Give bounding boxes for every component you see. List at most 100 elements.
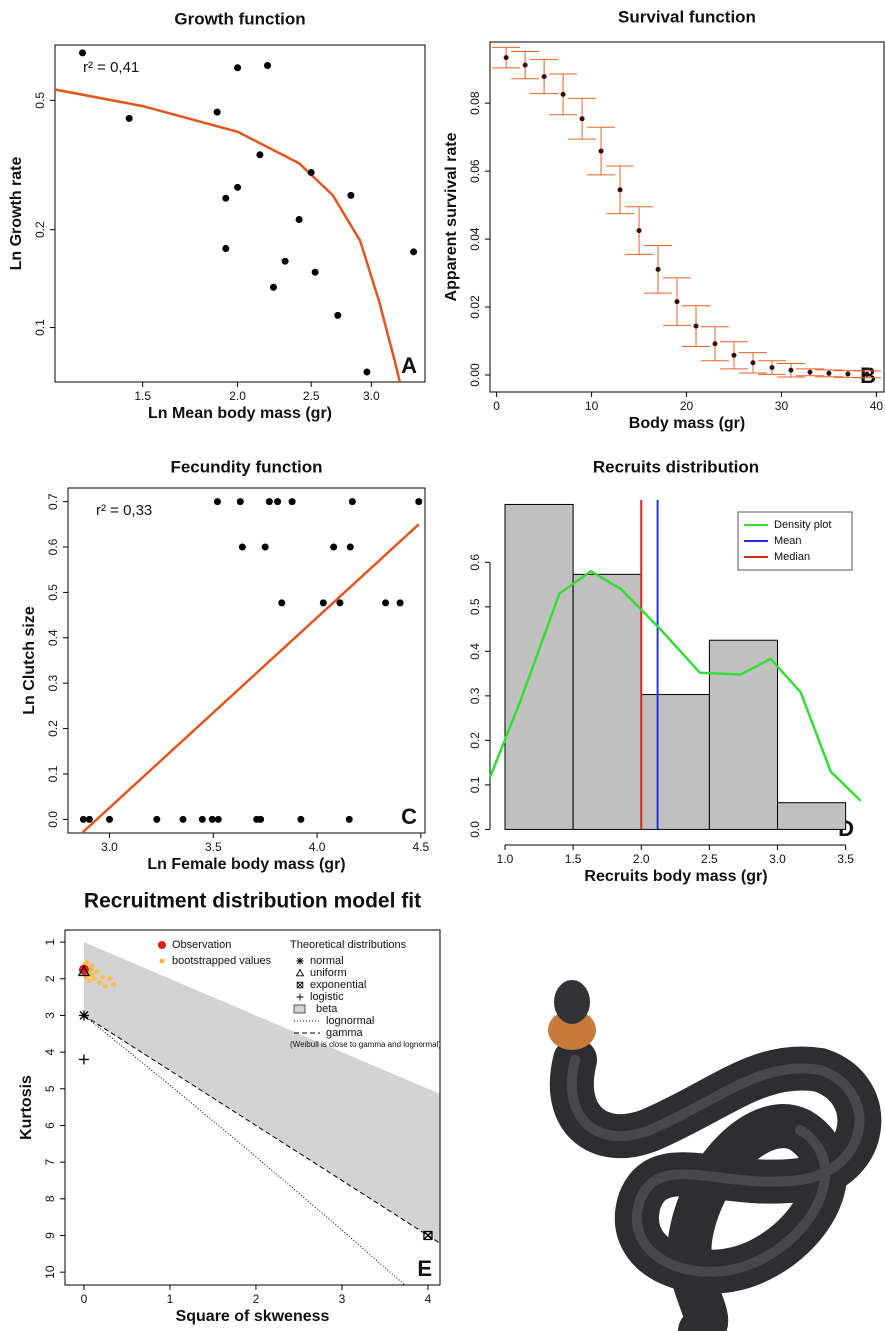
x-tick-label: 0: [81, 1292, 88, 1306]
x-tick-label: 4.0: [309, 840, 326, 854]
y-tick-label: 5: [43, 1085, 57, 1092]
y-tick-label: 1: [43, 938, 57, 945]
point: [693, 323, 699, 329]
y-tick-label: 0.5: [468, 598, 482, 615]
point: [307, 168, 315, 176]
y-tick-label: 3: [43, 1012, 57, 1019]
y-tick-label: 7: [43, 1158, 57, 1165]
x-tick-label: 0: [493, 399, 500, 413]
point: [274, 498, 282, 506]
legend-label: gamma: [326, 1027, 364, 1039]
legend-label: exponential: [310, 979, 366, 991]
lognormal-line: [83, 1015, 406, 1286]
legend-swatch: [293, 1004, 306, 1014]
gamma-line: [83, 1014, 441, 1244]
bootstrap-point: [94, 968, 100, 974]
point: [125, 114, 133, 122]
symbol: [295, 968, 305, 977]
x-tick-label: 3.0: [769, 852, 786, 866]
y-tick-label: 0.0: [468, 821, 482, 838]
legend-label: uniform: [310, 967, 347, 979]
y-axis-label: Kurtosis: [18, 1075, 35, 1140]
point: [281, 257, 289, 265]
point: [348, 498, 356, 506]
x-tick-label: 1.0: [497, 852, 514, 866]
symbol: [296, 993, 304, 1001]
y-tick-label: 0.4: [468, 643, 482, 660]
x-tick-label: 2.0: [229, 389, 246, 403]
bar: [708, 639, 779, 830]
x-tick-label: 3.5: [837, 852, 854, 866]
point: [106, 815, 114, 823]
y-tick-label: 0.00: [468, 363, 482, 387]
symbol: [78, 1010, 89, 1021]
point: [234, 183, 242, 191]
chart-title: Recruits distribution: [593, 457, 759, 476]
point: [288, 498, 296, 506]
x-tick-label: 20: [680, 399, 694, 413]
legend-label: Observation: [172, 939, 231, 951]
legend-label: logistic: [310, 991, 344, 1003]
bar: [777, 802, 847, 830]
snake-photo: [548, 980, 882, 1331]
fit-line: [54, 88, 402, 383]
chart-title: Recruitment distribution model fit: [84, 890, 421, 913]
point: [236, 498, 244, 506]
bootstrap-point: [100, 974, 106, 980]
y-axis-label: Apparent survival rate: [443, 132, 460, 301]
y-tick-label: 0.6: [468, 554, 482, 571]
bootstrap-point: [91, 976, 97, 982]
bootstrap-point: [102, 983, 108, 989]
symbol: [296, 981, 304, 989]
r-squared: r² = 0,33: [96, 502, 152, 519]
bar: [640, 694, 710, 830]
x-tick-label: 3.0: [363, 389, 380, 403]
point: [541, 74, 547, 80]
bootstrap-point: [86, 978, 92, 984]
point: [153, 815, 161, 823]
point: [297, 815, 305, 823]
point: [674, 299, 680, 305]
legend-label: beta: [316, 1003, 338, 1015]
point: [85, 815, 93, 823]
y-tick-label: 0.08: [468, 91, 482, 115]
plot-frame: [67, 487, 426, 834]
point: [256, 151, 264, 159]
bootstrap-point: [107, 976, 113, 982]
bar: [572, 573, 642, 830]
x-tick-label: 10: [585, 399, 599, 413]
y-tick-label: 0.04: [468, 227, 482, 251]
point: [257, 815, 265, 823]
y-tick-label: 6: [43, 1122, 57, 1129]
point: [238, 543, 246, 551]
point: [79, 49, 87, 57]
point: [363, 368, 371, 376]
y-tick-label: 0.3: [468, 687, 482, 704]
legend-label: lognormal: [326, 1015, 374, 1027]
legend-swatch: [158, 941, 166, 949]
chart-title: Survival function: [618, 7, 756, 26]
symbol: [77, 965, 91, 977]
point: [598, 148, 604, 154]
point: [336, 599, 344, 607]
y-tick-label: 0.5: [33, 92, 47, 109]
x-tick-label: 30: [775, 399, 789, 413]
chart-title: Fecundity function: [170, 457, 322, 476]
y-tick-label: 0.6: [46, 538, 60, 555]
y-tick-label: 9: [43, 1232, 57, 1239]
point: [788, 367, 794, 373]
density-line: [488, 569, 862, 802]
r-squared: r² = 0,41: [83, 59, 139, 76]
y-axis-label: Ln Clutch size: [21, 606, 38, 715]
y-tick-label: 0.1: [46, 765, 60, 782]
y-tick-label: 8: [43, 1195, 57, 1202]
point: [261, 543, 269, 551]
point: [750, 360, 756, 366]
point: [234, 64, 242, 72]
x-tick-label: 1: [167, 1292, 174, 1306]
y-tick-label: 4: [43, 1048, 57, 1055]
bar: [504, 503, 574, 830]
bootstrap-point: [96, 979, 102, 985]
symbol: [78, 1054, 89, 1065]
